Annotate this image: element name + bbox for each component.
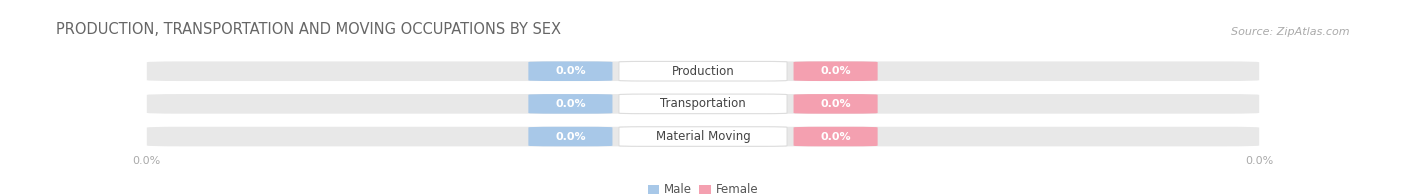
Text: 0.0%: 0.0% [555,99,586,109]
Text: Source: ZipAtlas.com: Source: ZipAtlas.com [1232,27,1350,37]
FancyBboxPatch shape [619,61,787,81]
Text: 0.0%: 0.0% [820,132,851,142]
FancyBboxPatch shape [619,94,787,114]
Text: 0.0%: 0.0% [820,66,851,76]
FancyBboxPatch shape [793,127,877,146]
FancyBboxPatch shape [793,94,877,114]
FancyBboxPatch shape [529,94,613,114]
FancyBboxPatch shape [619,127,787,146]
Legend: Male, Female: Male, Female [643,178,763,196]
Text: 0.0%: 0.0% [820,99,851,109]
FancyBboxPatch shape [146,127,1260,146]
FancyBboxPatch shape [529,127,613,146]
Text: 0.0%: 0.0% [555,66,586,76]
Text: Transportation: Transportation [661,97,745,110]
FancyBboxPatch shape [793,61,877,81]
Text: 0.0%: 0.0% [555,132,586,142]
FancyBboxPatch shape [146,61,1260,81]
FancyBboxPatch shape [146,94,1260,114]
Text: Material Moving: Material Moving [655,130,751,143]
Text: Production: Production [672,65,734,78]
FancyBboxPatch shape [529,61,613,81]
Text: PRODUCTION, TRANSPORTATION AND MOVING OCCUPATIONS BY SEX: PRODUCTION, TRANSPORTATION AND MOVING OC… [56,22,561,37]
